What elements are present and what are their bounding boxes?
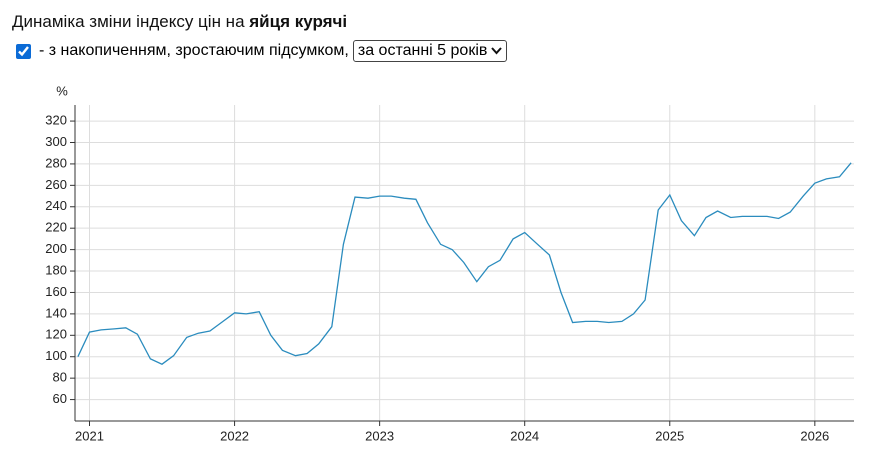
y-tick-label: 220 bbox=[45, 220, 67, 235]
y-tick-label: 240 bbox=[45, 198, 67, 213]
y-tick-label: 280 bbox=[45, 155, 67, 170]
title: Динаміка зміни індексу цін на яйця куряч… bbox=[12, 12, 347, 32]
period-text: за останні 5 років bbox=[357, 42, 488, 59]
x-tick-label: 2026 bbox=[800, 428, 829, 443]
x-tick-label: 2024 bbox=[510, 428, 539, 443]
data-line bbox=[77, 162, 852, 365]
y-tick-label: 300 bbox=[45, 134, 67, 149]
x-tick-label: 2021 bbox=[75, 428, 104, 443]
y-tick-label: 60 bbox=[53, 391, 67, 406]
y-tick-label: 180 bbox=[45, 262, 67, 277]
x-tick-label: 2022 bbox=[220, 428, 249, 443]
y-tick-label: 160 bbox=[45, 284, 67, 299]
product: яйця курячі bbox=[249, 12, 348, 31]
controls: - з накопиченням, зростаючим підсумком, … bbox=[16, 40, 508, 62]
x-tick-label: 2025 bbox=[655, 428, 684, 443]
y-axis-label: % bbox=[56, 83, 68, 98]
y-tick-label: 260 bbox=[45, 177, 67, 192]
y-tick-label: 120 bbox=[45, 327, 67, 342]
period-select[interactable]: за останні 5 років bbox=[352, 40, 508, 62]
x-tick-label: 2023 bbox=[365, 428, 394, 443]
cumulative-checkbox[interactable] bbox=[16, 43, 31, 59]
y-tick-label: 140 bbox=[45, 305, 67, 320]
y-tick-label: 200 bbox=[45, 241, 67, 256]
y-tick-label: 320 bbox=[45, 113, 67, 128]
y-tick-label: 100 bbox=[45, 348, 67, 363]
dropdown-arrow bbox=[491, 47, 503, 55]
y-tick-label: 80 bbox=[53, 370, 67, 385]
title-text: Динаміка зміни індексу цін на bbox=[12, 12, 245, 31]
cumulative-label: - з накопиченням, зростаючим підсумком, bbox=[39, 42, 349, 59]
